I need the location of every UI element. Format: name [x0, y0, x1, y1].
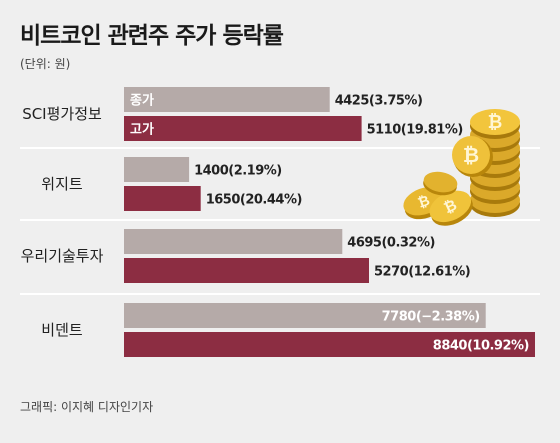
- high-price-bar: [124, 116, 362, 141]
- credit-text: 그래픽: 이지혜 디자인기자: [20, 400, 154, 414]
- bitcoin-coins-icon: ₿ ₿: [403, 171, 473, 226]
- category-label: 비덴트: [41, 321, 83, 339]
- category-label: 우리기술투자: [21, 247, 104, 265]
- data-label: 4425(3.75%): [335, 94, 423, 109]
- data-label: 1400(2.19%): [194, 164, 282, 179]
- close-price-bar: [124, 229, 343, 254]
- category-label: 위지트: [41, 175, 83, 193]
- svg-text:₿: ₿: [463, 143, 479, 167]
- chart-title: 비트코인 관련주 주가 등락률: [20, 23, 284, 49]
- close-price-bar: [124, 303, 486, 328]
- data-label: 8840(10.92%): [433, 339, 529, 354]
- legend-label: 종가: [130, 94, 154, 109]
- svg-text:₿: ₿: [416, 193, 432, 212]
- close-price-bar: [124, 87, 330, 112]
- data-label: 1650(20.44%): [206, 193, 302, 208]
- unit-label: (단위: 원): [20, 57, 71, 71]
- data-label: 5110(19.81%): [367, 123, 463, 138]
- high-price-bar: [124, 258, 369, 283]
- category-label: SCI평가정보: [22, 105, 102, 123]
- data-label: 5270(12.61%): [374, 265, 470, 280]
- legend-label: 고가: [130, 123, 154, 138]
- data-label: 7780(−2.38%): [382, 310, 480, 325]
- high-price-bar: [124, 332, 535, 357]
- high-price-bar: [124, 186, 201, 211]
- close-price-bar: [124, 157, 190, 182]
- svg-text:₿: ₿: [488, 112, 503, 133]
- bitcoin-coin-stack-icon: ₿₿: [452, 109, 520, 217]
- data-label: 4695(0.32%): [347, 236, 435, 251]
